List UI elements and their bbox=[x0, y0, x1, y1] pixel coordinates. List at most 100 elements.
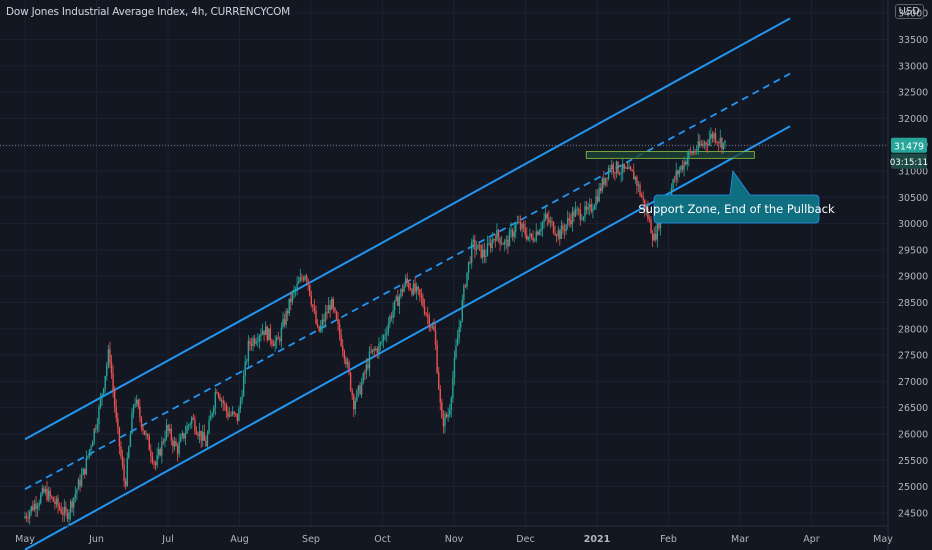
candle-body bbox=[356, 390, 358, 401]
candle-body bbox=[562, 225, 564, 230]
candle-body bbox=[246, 361, 248, 362]
candle-body bbox=[603, 178, 605, 185]
candle-body bbox=[577, 208, 580, 210]
candle-body bbox=[260, 334, 262, 337]
x-tick-label: Aug bbox=[230, 534, 249, 545]
candle-body bbox=[436, 344, 438, 373]
candle-body bbox=[582, 216, 585, 220]
candle-body bbox=[253, 338, 256, 344]
candle-body bbox=[493, 239, 495, 240]
candle-body bbox=[395, 296, 397, 301]
candle-body bbox=[364, 373, 366, 374]
currency-button[interactable]: USD bbox=[894, 4, 924, 19]
y-tick-label: 29000 bbox=[898, 272, 928, 283]
candle-body bbox=[38, 503, 40, 506]
candle-body bbox=[121, 456, 124, 466]
candle-body bbox=[90, 446, 92, 450]
y-tick-label: 27000 bbox=[898, 377, 928, 388]
candle-body bbox=[208, 420, 210, 434]
candle-body bbox=[614, 172, 616, 174]
x-axis[interactable]: May Jun Jul Aug Sep Oct Nov Dec 2021 Feb Mar Apr May bbox=[0, 525, 893, 545]
y-tick-label: 27500 bbox=[898, 351, 928, 362]
candle-body bbox=[617, 161, 619, 174]
candle-body bbox=[423, 306, 426, 314]
candle-body bbox=[692, 151, 695, 154]
candle-body bbox=[55, 498, 58, 505]
candle-body bbox=[106, 364, 108, 377]
candle-body bbox=[371, 349, 374, 352]
candle-body bbox=[25, 516, 28, 518]
candle-body bbox=[570, 220, 572, 225]
candle-body bbox=[420, 294, 423, 298]
candle-body bbox=[475, 249, 478, 251]
y-tick-label: 25500 bbox=[898, 456, 928, 467]
candle-body bbox=[478, 244, 481, 246]
x-tick-label: Mar bbox=[731, 534, 749, 545]
candle-body bbox=[604, 177, 607, 185]
candle-body bbox=[283, 319, 286, 325]
candle-body bbox=[236, 413, 239, 421]
candle-body bbox=[703, 142, 706, 146]
candle-body bbox=[162, 441, 165, 443]
candle-body bbox=[224, 403, 226, 405]
candle-body bbox=[164, 438, 166, 443]
countdown-label: 03:15:11 bbox=[890, 158, 928, 168]
candle-body bbox=[548, 218, 550, 223]
candle-body bbox=[101, 393, 103, 399]
candle-body bbox=[99, 398, 102, 408]
candle-body bbox=[700, 144, 703, 146]
candle-body bbox=[482, 249, 484, 258]
candle-body bbox=[689, 150, 692, 152]
candle-body bbox=[376, 348, 379, 353]
candle-body bbox=[307, 279, 309, 285]
candle-body bbox=[496, 230, 498, 241]
candle-body bbox=[411, 289, 413, 295]
candle-body bbox=[128, 446, 130, 458]
candle-body bbox=[357, 385, 360, 391]
candles bbox=[24, 127, 726, 525]
candle-body bbox=[389, 316, 391, 324]
candle-body bbox=[227, 411, 229, 417]
candle-body bbox=[27, 517, 29, 519]
candle-body bbox=[285, 311, 287, 325]
x-tick-label: Sep bbox=[302, 534, 320, 545]
candle-body bbox=[697, 141, 699, 151]
candle-body bbox=[47, 490, 50, 500]
candle-body bbox=[181, 433, 183, 437]
candle-body bbox=[113, 390, 116, 407]
candle-body bbox=[469, 261, 471, 263]
y-tick-label: 33500 bbox=[898, 35, 928, 46]
candle-body bbox=[500, 243, 503, 245]
y-axis[interactable]: 24500 25000 25500 26000 26500 27000 27500 28000… bbox=[887, 0, 928, 550]
candle-body bbox=[636, 176, 638, 186]
candle-body bbox=[387, 323, 390, 333]
candle-body bbox=[695, 150, 698, 152]
candle-body bbox=[54, 501, 56, 505]
candle-body bbox=[348, 362, 350, 373]
candle-body bbox=[434, 330, 437, 345]
candle-body bbox=[282, 319, 284, 328]
candle-body bbox=[540, 229, 542, 232]
candle-body bbox=[255, 341, 257, 344]
candle-body bbox=[589, 204, 591, 208]
candle-body bbox=[194, 419, 196, 432]
candle-body bbox=[132, 405, 135, 413]
candle-body bbox=[118, 427, 121, 447]
candle-body bbox=[96, 424, 99, 430]
candle-body bbox=[437, 372, 440, 390]
candle-body bbox=[680, 165, 682, 171]
candle-body bbox=[43, 488, 45, 493]
candle-body bbox=[477, 244, 479, 250]
candle-body bbox=[241, 396, 243, 401]
candle-body bbox=[483, 249, 486, 257]
candle-body bbox=[598, 187, 600, 202]
candle-body bbox=[629, 166, 632, 170]
candle-body bbox=[557, 230, 559, 237]
candle-body bbox=[393, 300, 396, 311]
candle-body bbox=[714, 133, 717, 142]
candle-body bbox=[274, 341, 276, 346]
candle-body bbox=[93, 428, 95, 442]
candle-body bbox=[581, 219, 583, 221]
candle-body bbox=[618, 173, 621, 175]
